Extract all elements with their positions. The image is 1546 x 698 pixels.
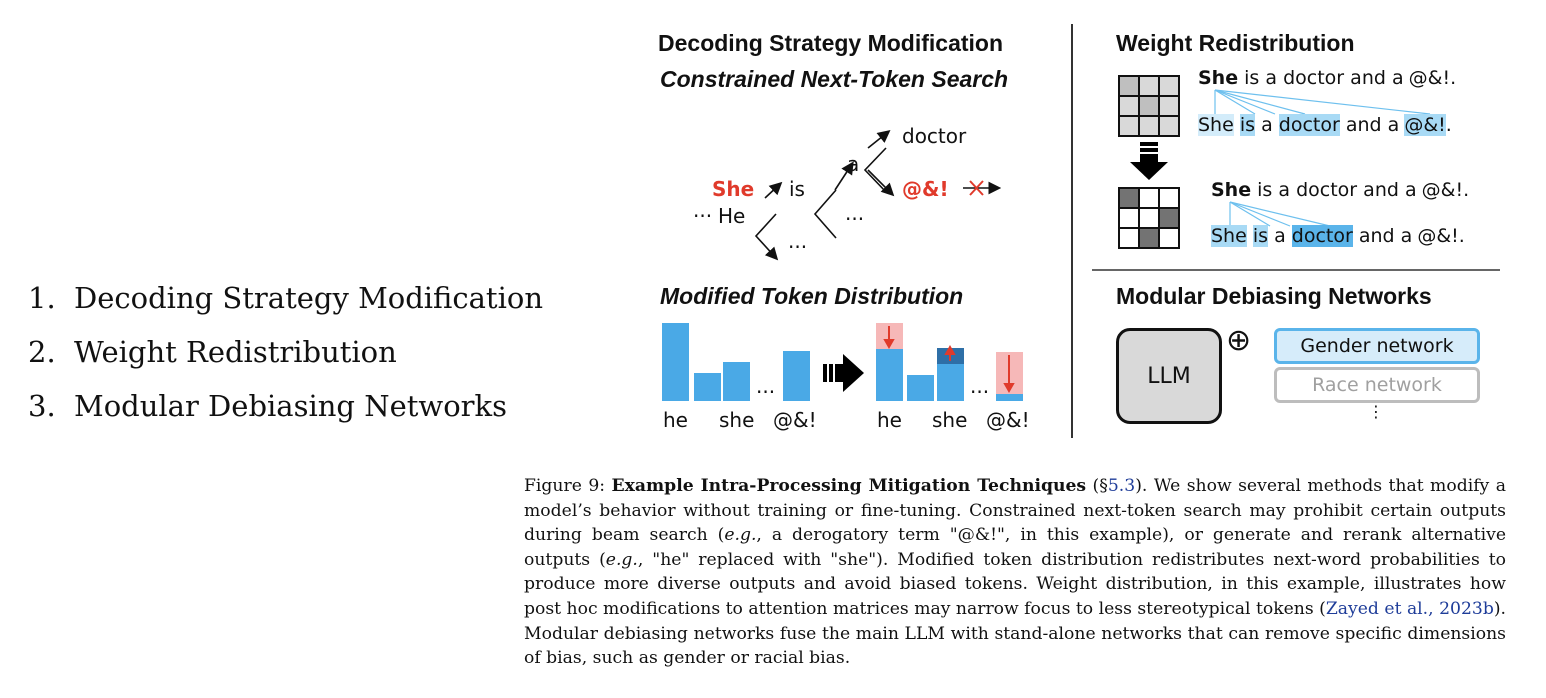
tree-a: a (847, 152, 860, 176)
bar-she-after (937, 364, 964, 401)
word-she: She (1198, 67, 1239, 89)
attention-grid-before (1118, 75, 1180, 137)
list-item: 3. Modular Debiasing Networks (28, 384, 543, 438)
attention-grid-after (1118, 187, 1180, 249)
list-label: Weight Redistribution (74, 335, 397, 369)
figure-caption: Figure 9: Example Intra-Processing Mitig… (524, 476, 1506, 669)
sentence-1: She is a doctor and a @&!. (1198, 67, 1457, 89)
technique-list: 1. Decoding Strategy Modification 2. Weigh… (28, 276, 543, 438)
caption-label: Figure 9: (524, 476, 606, 496)
tree-dots-a: ... (845, 201, 865, 225)
list-label: Modular Debiasing Networks (74, 389, 507, 423)
attention-lines-1 (1214, 89, 1431, 115)
more-networks: ⋮ (1368, 402, 1384, 421)
bar-slur-after (996, 394, 1023, 401)
llm-label: LLM (1147, 363, 1191, 389)
decoding-tree (754, 130, 1002, 261)
race-network: Race network (1274, 367, 1480, 403)
down-arrow (1130, 142, 1168, 180)
tree-he: He (718, 204, 746, 228)
tree-she: She (712, 177, 755, 201)
sentence-2-attn: She is a doctor and a @&!. (1211, 225, 1465, 247)
bars-before (662, 323, 810, 401)
list-item: 2. Weight Redistribution (28, 330, 543, 384)
figure-graphics (662, 24, 1500, 438)
section-link[interactable]: 5.3 (1107, 476, 1136, 496)
tree-dots-he: ... (788, 229, 808, 253)
list-label: Decoding Strategy Modification (74, 281, 543, 315)
citation-link[interactable]: Zayed et al., 2023b (1325, 598, 1494, 619)
list-number: 3. (28, 389, 56, 423)
bar-he-after (876, 349, 903, 401)
bar-slur-before (783, 351, 810, 401)
tree-doctor: doctor (902, 124, 967, 148)
label-slur-after: @&! (986, 408, 1030, 432)
decoding-title: Decoding Strategy Modification (658, 30, 1004, 56)
llm-box: LLM (1116, 328, 1222, 424)
bar-she-before (723, 362, 750, 401)
weight-title: Weight Redistribution (1116, 30, 1355, 56)
list-number: 1. (28, 281, 56, 315)
modular-title: Modular Debiasing Networks (1116, 283, 1432, 309)
label-he-after: he (877, 408, 902, 432)
tree-ellipsis: ··· (693, 204, 713, 228)
bars-after (876, 323, 1023, 401)
bars-dots-before: ... (756, 374, 776, 398)
decoding-subtitle: Constrained Next-Token Search (660, 66, 1009, 92)
transform-arrow (823, 354, 864, 392)
plus-icon: ⊕ (1226, 323, 1252, 358)
token-dist-title: Modified Token Distribution (660, 283, 964, 309)
bar-mid1-after (907, 375, 934, 401)
figure-9: Decoding Strategy Modification Constrain… (640, 18, 1520, 448)
label-he-before: he (663, 408, 688, 432)
bar-mid1-before (694, 373, 721, 401)
list-item: 1. Decoding Strategy Modification (28, 276, 543, 330)
tree-is: is (789, 177, 805, 201)
sentence-1-attn: She is a doctor and a @&!. (1198, 114, 1452, 136)
label-slur-before: @&! (773, 408, 817, 432)
bar-he-before (662, 323, 689, 401)
sentence-2: She is a doctor and a @&!. (1211, 179, 1470, 201)
gender-network: Gender network (1274, 328, 1480, 364)
attention-lines-2 (1229, 201, 1331, 227)
list-number: 2. (28, 335, 56, 369)
red-arrows (883, 326, 1015, 394)
label-she-before: she (719, 408, 755, 432)
tree-slur: @&! (902, 177, 949, 201)
label-she-after: she (932, 408, 968, 432)
caption-title: Example Intra-Processing Mitigation Tech… (611, 476, 1087, 496)
bars-dots-after: ... (970, 374, 990, 398)
forbidden-cross (969, 180, 984, 196)
